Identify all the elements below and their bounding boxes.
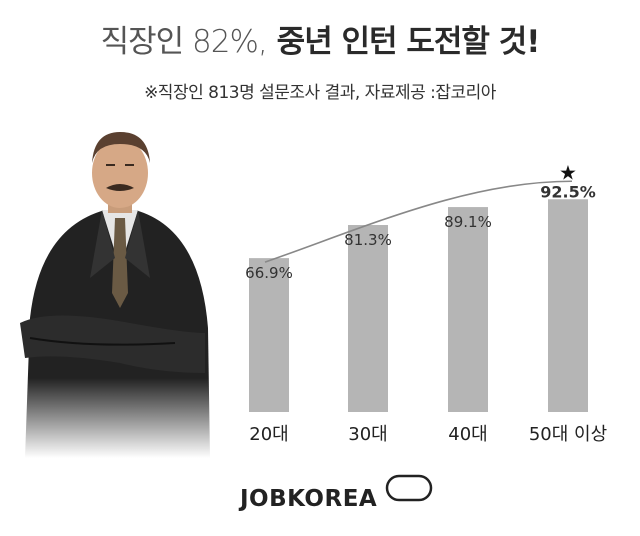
category-label-3: 50대 이상 — [529, 424, 607, 445]
bar-1 — [348, 225, 388, 412]
trend-line — [264, 180, 573, 263]
logo-bubble-icon — [385, 474, 433, 502]
value-label-2: 89.1% — [444, 213, 492, 231]
businessman-illustration — [10, 132, 220, 458]
title-main: 중년 인턴 도전할 것! — [276, 24, 541, 60]
logo-text: JOBKOREA — [240, 486, 378, 512]
value-label-3: 92.5% — [540, 182, 596, 201]
chart-subtitle: ※직장인 813명 설문조사 결과, 자료제공 :잡코리아 — [144, 83, 496, 103]
bar-chart: 66.9% 81.3% 89.1% 92.5%★ 20대 30대 40대 50대 이상 — [245, 160, 607, 445]
title-prefix: 직장인 82%, — [100, 24, 268, 60]
value-label-0: 66.9% — [245, 264, 293, 282]
category-label-0: 20대 — [249, 424, 288, 445]
value-label-1: 81.3% — [344, 231, 392, 249]
category-label-2: 40대 — [448, 424, 487, 445]
highlight-star-icon: ★ — [559, 160, 577, 184]
bar-2 — [448, 207, 488, 412]
category-label-1: 30대 — [348, 424, 387, 445]
bar-0 — [249, 258, 289, 412]
chart-title: 직장인 82%, 중년 인턴 도전할 것! — [0, 16, 640, 61]
bar-3 — [548, 199, 588, 412]
jobkorea-logo: JOBKOREA — [240, 470, 440, 520]
